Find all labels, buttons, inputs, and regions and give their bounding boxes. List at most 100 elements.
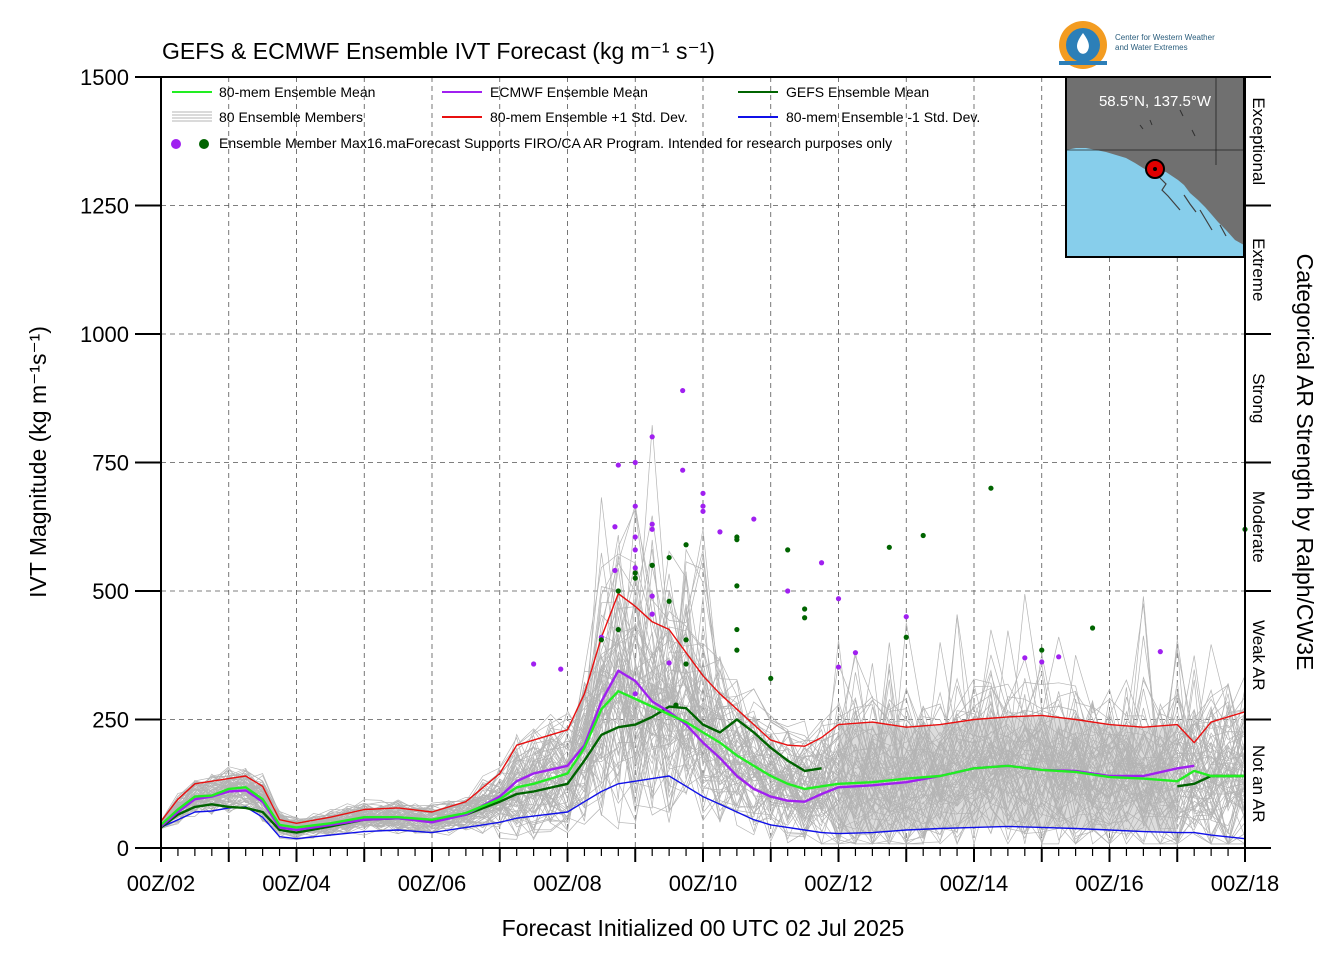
minus1-stddev-line — [161, 775, 1245, 840]
ensemble-member-line — [161, 684, 1245, 845]
map-lakes — [1139, 109, 1196, 137]
ecmwf-max-point — [785, 588, 791, 594]
ecmwf-max-point — [649, 593, 655, 599]
legend: 80-mem Ensemble Mean 80 Ensemble Members… — [171, 84, 980, 151]
y-tick-label: 1000 — [80, 322, 129, 347]
gefs-max-point — [615, 588, 621, 594]
logo-drop-icon — [1077, 33, 1089, 54]
ensemble-member-line — [161, 624, 1245, 831]
gefs-max-point — [1039, 647, 1045, 653]
x-tick-label: 00Z/02 — [127, 871, 196, 896]
inset-coordinates: 58.5°N, 137.5°W — [1099, 93, 1212, 110]
right-axis-title: Categorical AR Strength by Ralph/CW3E — [1292, 254, 1318, 671]
ecmwf-max-point — [531, 661, 537, 667]
ecmwf-max-point — [632, 691, 638, 697]
x-tick-label: 00Z/08 — [533, 871, 602, 896]
ar-category-labels: Not an AR Weak AR Moderate Strong Extreme Exc… — [1249, 97, 1268, 822]
gefs-max-point — [673, 702, 679, 708]
gefs-max-point — [666, 554, 672, 561]
ecmwf-max-point — [649, 611, 655, 617]
gefs-mean-line — [161, 705, 822, 834]
ecmwf-max-point — [680, 467, 686, 473]
x-tick-label: 00Z/04 — [262, 871, 331, 896]
logo-text-line1: Center for Western Weather — [1115, 33, 1215, 42]
ecmwf-max-point — [632, 503, 638, 509]
legend-disclaimer: 16.maForecast Supports FIRO/CA AR Progra… — [367, 135, 892, 151]
gefs-max-point — [683, 661, 689, 667]
ecmwf-max-point — [649, 521, 655, 527]
x-tick-label: 00Z/14 — [940, 871, 1009, 896]
y-tick-label: 0 — [117, 836, 129, 861]
gefs-max-point — [666, 598, 672, 604]
x-tick-label: 00Z/06 — [398, 871, 467, 896]
ecmwf-max-point — [612, 524, 618, 530]
ensemble-member-line — [161, 511, 1245, 842]
gefs-max-point — [649, 562, 655, 568]
ecmwf-max-point — [1056, 654, 1062, 660]
gefs-max-point — [768, 675, 774, 681]
ensemble-member-line — [161, 674, 1245, 845]
mean80-line — [161, 690, 1245, 829]
ecmwf-max-point — [700, 503, 706, 509]
ensemble-member-line — [161, 571, 1245, 845]
gefs-max-point — [802, 615, 808, 621]
y-tick-label: 750 — [92, 451, 129, 476]
ecmwf-max-point — [649, 526, 655, 532]
legend-members: 80 Ensemble Members — [219, 109, 363, 125]
ecmwf-max-point — [558, 666, 564, 672]
x-tick-label: 00Z/10 — [669, 871, 738, 896]
ecmwf-max-point — [835, 596, 842, 602]
location-marker-center-icon — [1153, 167, 1157, 171]
legend-max: Ensemble Member Max — [219, 135, 367, 151]
legend-gefs-mean: GEFS Ensemble Mean — [786, 84, 929, 100]
ecmwf-max-point — [835, 664, 842, 670]
ecmwf-max-point — [632, 565, 638, 571]
ecmwf-max-point — [852, 650, 859, 656]
ensemble-member-line — [161, 664, 1245, 846]
ecmwf-max-point — [903, 614, 909, 620]
gefs-max-point — [734, 583, 740, 589]
ensemble-member-line — [161, 664, 1245, 846]
ar-category-label: Not an AR — [1249, 745, 1268, 823]
logo-text-line2: and Water Extremes — [1115, 43, 1188, 52]
x-tick-label: 00Z/18 — [1211, 871, 1280, 896]
y-tick-label: 250 — [92, 708, 129, 733]
ar-category-label: Weak AR — [1249, 620, 1268, 691]
ensemble-member-line — [161, 553, 1245, 829]
ecmwf-max-point — [717, 529, 723, 535]
gefs-max-point — [1089, 625, 1096, 631]
ensemble-max-points — [531, 387, 1248, 708]
ar-category-label: Moderate — [1249, 491, 1268, 563]
map-border — [1065, 76, 1245, 258]
ensemble-member-line — [161, 593, 1245, 825]
ecmwf-max-point — [1157, 649, 1163, 655]
gefs-max-point — [598, 637, 604, 643]
ar-category-label: Strong — [1249, 373, 1268, 423]
gefs-max-point — [903, 634, 909, 640]
legend-dot-gefs — [199, 139, 209, 149]
gefs-max-point — [683, 637, 689, 643]
gefs-max-point — [734, 626, 740, 633]
ecmwf-max-point — [700, 490, 706, 496]
ecmwf-max-point — [700, 508, 706, 514]
y-tick-label: 500 — [92, 579, 129, 604]
gefs-max-point — [632, 570, 638, 576]
ensemble-member-line — [161, 652, 1245, 846]
ecmwf-max-point — [751, 516, 757, 522]
legend-ecmwf-mean: ECMWF Ensemble Mean — [490, 84, 648, 100]
ar-category-label: Exceptional — [1249, 97, 1268, 185]
ecmwf-max-point — [818, 560, 825, 566]
ecmwf-max-point — [1039, 659, 1045, 665]
x-tick-label: 00Z/16 — [1075, 871, 1144, 896]
legend-max-label: Ensemble Member Max16.maForecast Support… — [219, 135, 892, 151]
axes: 00Z/02 00Z/04 00Z/06 00Z/08 00Z/10 00Z/12 00Z/… — [80, 65, 1279, 896]
ecmwf-max-point — [632, 547, 638, 553]
ecmwf-max-point — [632, 459, 638, 466]
logo-wave-icon — [1059, 61, 1107, 65]
x-axis-title: Forecast Initialized 00 UTC 02 Jul 2025 — [502, 915, 905, 941]
gefs-max-point — [802, 606, 808, 612]
gefs-max-point — [785, 547, 791, 553]
series-lines — [161, 592, 1245, 840]
chart-title: GEFS & ECMWF Ensemble IVT Forecast (kg m… — [162, 38, 715, 64]
